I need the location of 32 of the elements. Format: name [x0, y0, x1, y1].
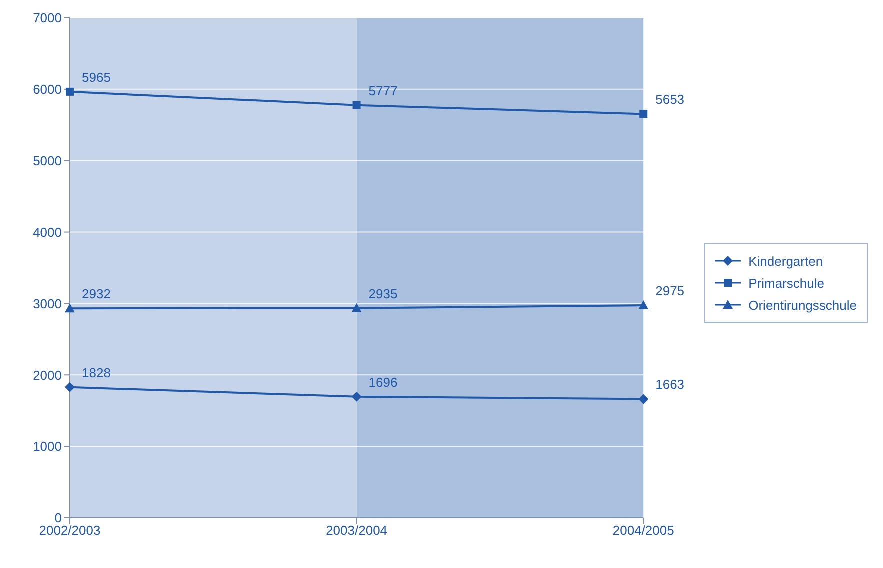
data-label: 2932	[82, 286, 111, 302]
point	[638, 300, 649, 310]
legend-label: Orientirungsschule	[748, 298, 857, 312]
point	[65, 382, 75, 392]
data-label: 1663	[656, 377, 685, 392]
point	[352, 101, 361, 110]
x-tick-label: 2004/2005	[612, 523, 674, 538]
y-tick-label: 6000	[33, 82, 62, 98]
point	[352, 303, 362, 312]
point	[65, 304, 75, 313]
point	[640, 110, 648, 118]
y-tick-label: 2000	[33, 368, 62, 383]
y-tick-label: 7000	[33, 10, 62, 26]
data-label: 2935	[368, 286, 398, 302]
y-tick-label: 0	[54, 510, 62, 526]
x-tick-label: 2003/2004	[326, 523, 388, 538]
point	[352, 392, 362, 402]
data-label: 5653	[656, 92, 685, 108]
y-tick-label: 5000	[33, 153, 62, 168]
data-label: 5965	[82, 70, 111, 85]
x-tick-label: 2002/2003	[39, 523, 101, 538]
y-tick-label: 4000	[33, 224, 62, 240]
point	[638, 394, 649, 404]
legend-label: Primarschule	[748, 276, 824, 290]
data-label: 1828	[82, 365, 111, 380]
data-label: 1696	[368, 374, 398, 390]
y-tick-label: 3000	[33, 296, 62, 312]
data-label: 5777	[368, 83, 398, 98]
data-label: 2975	[656, 284, 685, 298]
y-tick-label: 1000	[33, 439, 62, 454]
point	[66, 88, 74, 96]
legend-label: Kindergarten	[748, 254, 824, 268]
